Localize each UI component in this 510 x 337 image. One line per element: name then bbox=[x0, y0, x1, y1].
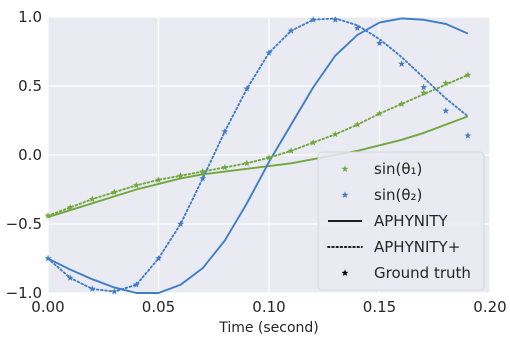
ground-truth-marker-sin1 bbox=[376, 110, 383, 117]
ground-truth-marker-sin2 bbox=[464, 132, 472, 139]
ground-truth-marker-sin1 bbox=[44, 212, 52, 219]
x-tick-label: 0.20 bbox=[473, 298, 506, 316]
x-axis-label: Time (second) bbox=[218, 320, 319, 336]
x-tick-label: 0.05 bbox=[142, 298, 175, 316]
ground-truth-marker-sin1 bbox=[177, 172, 185, 179]
y-tick-labels: −1.0 −0.5 0.0 0.5 1.0 bbox=[6, 8, 42, 302]
ground-truth-marker-sin1 bbox=[155, 176, 162, 183]
x-tick-label: 0.00 bbox=[31, 298, 64, 316]
legend-label: Ground truth bbox=[374, 264, 471, 282]
legend-box bbox=[317, 151, 485, 291]
legend: sin(θ₁) sin(θ₂) APHYNITY APHYNITY+ Ground tr… bbox=[317, 151, 485, 291]
ground-truth-marker-sin1 bbox=[464, 71, 472, 78]
ground-truth-marker-sin2 bbox=[442, 107, 450, 114]
ground-truth-marker-sin2 bbox=[66, 274, 74, 281]
ground-truth-marker-sin1 bbox=[265, 154, 273, 161]
aphynity-plus-line-sin2 bbox=[47, 17, 469, 293]
ground-truth-marker-sin1 bbox=[88, 195, 96, 203]
ground-truth-marker-sin2 bbox=[155, 254, 162, 262]
ground-truth-marker-sin1 bbox=[199, 167, 207, 175]
ground-truth-marker-sin2 bbox=[376, 39, 383, 47]
ground-truth-marker-sin1 bbox=[221, 163, 229, 171]
ground-truth-marker-sin1 bbox=[309, 138, 317, 146]
x-tick-label: 0.10 bbox=[252, 298, 285, 316]
legend-star-marker bbox=[341, 269, 349, 276]
legend-label: APHYNITY bbox=[374, 212, 449, 230]
ground-truth-marker-sin1 bbox=[420, 89, 428, 96]
aphynity-plus-line-sin1 bbox=[47, 74, 469, 217]
ground-truth-marker-sin2 bbox=[177, 220, 185, 227]
ground-truth-marker-sin2 bbox=[265, 49, 273, 56]
y-tick-label: 1.0 bbox=[18, 8, 42, 26]
series-lines bbox=[47, 17, 469, 294]
ground-truth-marker-sin2 bbox=[353, 24, 361, 31]
ground-truth-marker-sin2 bbox=[243, 85, 251, 92]
ground-truth-marker-sin2 bbox=[110, 288, 118, 295]
aphynity-line-sin2 bbox=[47, 17, 469, 294]
ground-truth-marker-sin2 bbox=[132, 281, 140, 288]
legend-star-marker bbox=[341, 191, 349, 198]
ground-truth-marker-sin2 bbox=[287, 27, 295, 34]
ground-truth-marker-sin2 bbox=[199, 174, 207, 182]
y-tick-label: −1.0 bbox=[6, 284, 42, 302]
y-tick-label: 0.0 bbox=[18, 146, 42, 164]
ground-truth-marker-sin1 bbox=[110, 188, 118, 196]
aphynity-line-sin1 bbox=[47, 115, 469, 219]
ground-truth-marker-sin1 bbox=[398, 100, 406, 107]
ground-truth-marker-sin1 bbox=[331, 130, 339, 138]
legend-label: sin(θ₂) bbox=[374, 186, 422, 204]
ground-truth-marker-sin2 bbox=[88, 285, 96, 292]
ground-truth-marker-sin2 bbox=[420, 83, 428, 91]
x-tick-label: 0.15 bbox=[363, 298, 396, 316]
ground-truth-marker-sin1 bbox=[66, 203, 74, 211]
legend-label: sin(θ₁) bbox=[374, 160, 422, 178]
ground-truth-marker-sin2 bbox=[221, 127, 229, 135]
ground-truth-marker-sin1 bbox=[132, 181, 140, 189]
ground-truth-marker-sin2 bbox=[398, 60, 406, 67]
series-markers bbox=[44, 16, 472, 295]
x-tick-labels: 0.00 0.05 0.10 0.15 0.20 bbox=[31, 298, 506, 316]
y-tick-label: 0.5 bbox=[18, 77, 42, 95]
ground-truth-marker-sin1 bbox=[353, 121, 361, 128]
ground-truth-marker-sin1 bbox=[287, 147, 295, 154]
legend-label: APHYNITY+ bbox=[374, 238, 460, 256]
ground-truth-marker-sin2 bbox=[331, 16, 339, 23]
ground-truth-marker-sin1 bbox=[243, 159, 251, 167]
ground-truth-marker-sin2 bbox=[309, 16, 317, 23]
y-tick-label: −0.5 bbox=[6, 215, 42, 233]
ground-truth-marker-sin2 bbox=[44, 254, 52, 262]
ground-truth-marker-sin1 bbox=[442, 79, 450, 87]
legend-star-marker bbox=[341, 165, 349, 172]
